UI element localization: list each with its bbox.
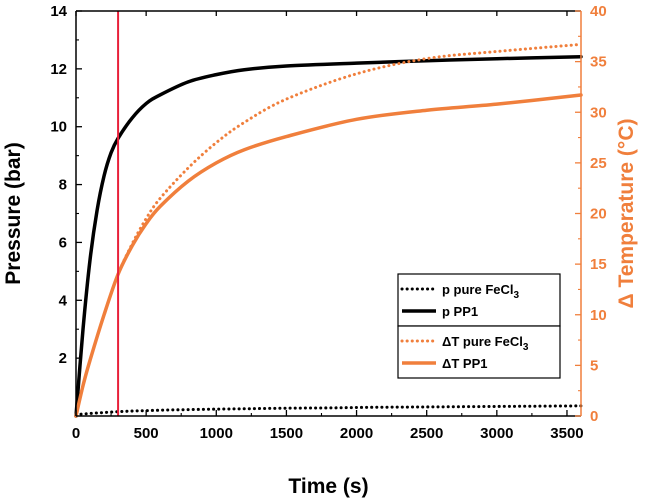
y-right-tick-label: 30 bbox=[590, 104, 607, 121]
x-tick-label: 0 bbox=[72, 425, 80, 442]
legend-label-subscript: 3 bbox=[514, 290, 520, 301]
y-left-tick-label: 8 bbox=[59, 177, 67, 194]
x-axis-title: Time (s) bbox=[288, 475, 368, 498]
legend-label: p pure FeCl3 bbox=[442, 282, 520, 301]
y-right-tick-label: 35 bbox=[590, 54, 607, 71]
y-left-tick-label: 14 bbox=[50, 3, 67, 20]
y-right-tick-label: 5 bbox=[590, 357, 598, 374]
x-tick-label: 2500 bbox=[410, 425, 443, 442]
legend-box-1 bbox=[397, 325, 561, 379]
y-left-tick-label: 6 bbox=[59, 234, 67, 251]
y-right-tick-label: 0 bbox=[590, 408, 598, 425]
y-left-tick-label: 12 bbox=[50, 61, 67, 78]
y-left-tick-label: 10 bbox=[50, 119, 67, 136]
y-right-tick-label: 10 bbox=[590, 307, 607, 324]
y-right-tick-label: 25 bbox=[590, 155, 607, 172]
y-right-tick-label: 40 bbox=[590, 3, 607, 20]
legend-label: ΔT pure FeCl3 bbox=[442, 334, 529, 353]
legend-label: ΔT PP1 bbox=[442, 356, 487, 371]
x-tick-label: 3500 bbox=[550, 425, 583, 442]
legend-label: p PP1 bbox=[442, 304, 478, 319]
series-line-3 bbox=[74, 93, 583, 418]
y-left-tick-label: 2 bbox=[59, 350, 67, 367]
series-line-1 bbox=[74, 54, 583, 418]
y-axis-right-title: Δ Temperature (°C) bbox=[615, 119, 638, 309]
x-tick-label: 1500 bbox=[270, 425, 303, 442]
x-tick-label: 2000 bbox=[340, 425, 373, 442]
y-left-tick-label: 4 bbox=[59, 292, 68, 309]
x-tick-label: 3000 bbox=[480, 425, 513, 442]
legend-label-subscript: 3 bbox=[523, 342, 529, 353]
legend-box-0 bbox=[397, 273, 561, 327]
x-tick-label: 1000 bbox=[200, 425, 233, 442]
x-tick-label: 500 bbox=[134, 425, 159, 442]
y-right-tick-label: 15 bbox=[590, 256, 607, 273]
y-right-tick-label: 20 bbox=[590, 206, 607, 223]
y-axis-left-title: Pressure (bar) bbox=[2, 142, 25, 284]
